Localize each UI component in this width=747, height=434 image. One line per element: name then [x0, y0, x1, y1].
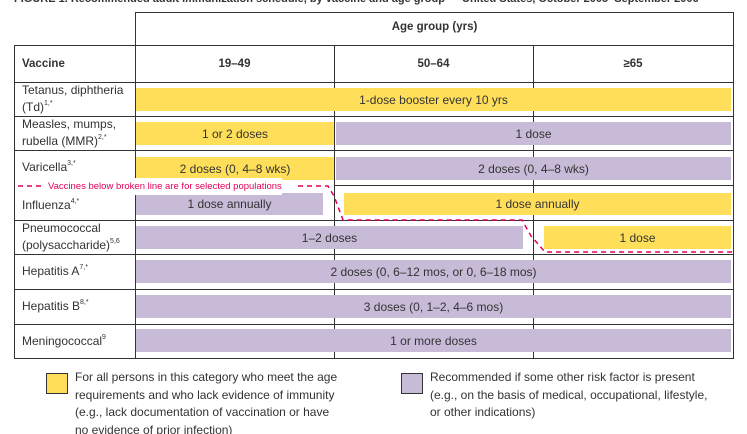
- grid-line: [14, 254, 734, 255]
- bar-influenza-50-plus: 1 dose annually: [344, 193, 731, 215]
- row-label-pneumococcal: Pneumococcal (polysaccharide)5,6: [22, 221, 120, 252]
- legend-text-risk: Recommended if some other risk factor is…: [430, 370, 708, 419]
- grid-line: [14, 324, 734, 325]
- broken-line-note: Vaccines below broken line are for selec…: [48, 178, 282, 195]
- row-label-td: Tetanus, diphtheria (Td)1,*: [22, 83, 124, 114]
- bar-pneumococcal-19-64: 1–2 doses: [136, 226, 523, 249]
- row-label-hepatitis-a: Hepatitis A7,*: [22, 264, 88, 278]
- grid-line: [14, 220, 734, 221]
- column-header-50-64: 50–64: [417, 58, 450, 70]
- row-label-mmr: Measles, mumps, rubella (MMR)2,*: [22, 117, 117, 148]
- vaccine-header: Vaccine: [22, 58, 65, 70]
- row-label-meningococcal: Meningococcal9: [22, 334, 106, 348]
- column-header-19-49: 19–49: [218, 58, 251, 70]
- bar-influenza-19-49: 1 dose annually: [136, 193, 323, 215]
- legend-swatch-all: [46, 373, 68, 394]
- grid-line: [14, 358, 734, 359]
- grid-line: [135, 12, 734, 13]
- grid-line: [334, 185, 734, 186]
- grid-line: [14, 116, 734, 117]
- legend-text-all: For all persons in this category who mee…: [75, 370, 338, 434]
- bar-mmr-19-49: 1 or 2 doses: [136, 122, 334, 145]
- bar-meningococcal: 1 or more doses: [136, 329, 731, 352]
- bar-varicella-50-plus: 2 doses (0, 4–8 wks): [336, 157, 731, 180]
- grid-line: [14, 45, 734, 46]
- bar-varicella-19-49: 2 doses (0, 4–8 wks): [136, 157, 334, 180]
- bar-td-all-ages: 1-dose booster every 10 yrs: [136, 88, 731, 111]
- row-label-hepatitis-b: Hepatitis B8,*: [22, 299, 89, 313]
- figure-title: FIGURE 1. Recommended adult immunization…: [14, 0, 699, 8]
- grid-line: [334, 45, 335, 359]
- column-header-65-plus: ≥65: [623, 58, 643, 70]
- bar-hepatitis-b: 3 doses (0, 1–2, 4–6 mos): [136, 295, 731, 318]
- row-label-influenza: Influenza4,*: [22, 198, 80, 212]
- legend-swatch-risk: [401, 373, 423, 394]
- grid-line: [14, 289, 734, 290]
- bar-mmr-50-plus: 1 dose: [336, 122, 731, 145]
- row-label-varicella: Varicella3,*: [22, 160, 76, 174]
- grid-line: [14, 150, 734, 151]
- age-group-header: Age group (yrs): [391, 21, 478, 33]
- grid-line: [14, 45, 15, 359]
- bar-pneumococcal-65-plus: 1 dose: [544, 226, 731, 249]
- grid-line: [14, 82, 734, 83]
- bar-hepatitis-a: 2 doses (0, 6–12 mos, or 0, 6–18 mos): [136, 260, 731, 283]
